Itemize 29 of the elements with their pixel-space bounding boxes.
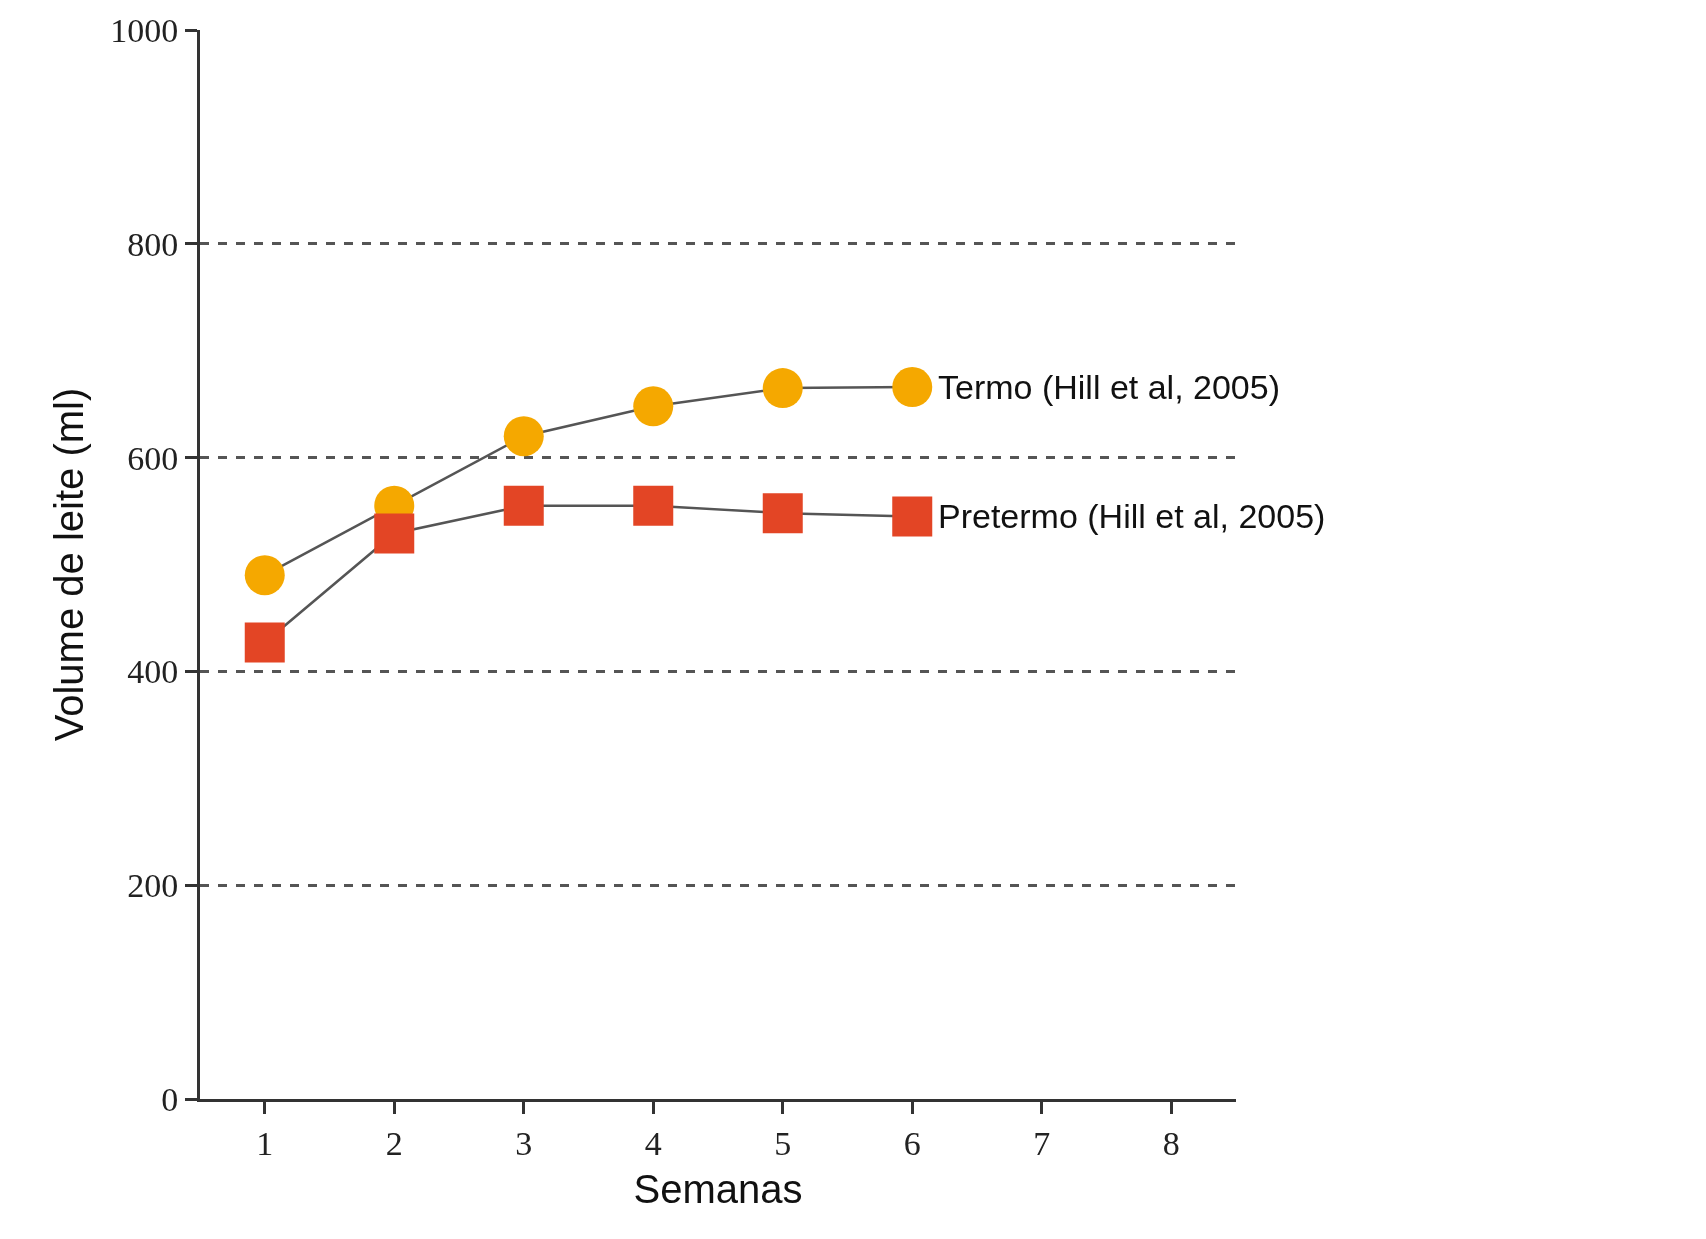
x-tick-label: 3 [515,1124,533,1162]
point [633,485,674,526]
y-axis-title: Volume de leite (ml) [46,387,91,742]
y-tick-label: 0 [161,1080,179,1118]
x-tick-label: 6 [903,1124,921,1162]
x-tick-label: 4 [644,1124,662,1162]
x-tick-label: 1 [256,1124,274,1162]
y-tick-label: 800 [127,225,179,263]
point [892,496,933,537]
point [762,493,803,534]
series-label: Pretermo (Hill et al, 2005) [938,497,1326,535]
point [892,367,933,408]
point [244,555,285,596]
point [244,622,285,663]
x-tick-label: 7 [1033,1124,1051,1162]
y-tick-label: 200 [127,867,179,905]
point [762,368,803,409]
point [374,513,415,554]
y-tick-label: 400 [127,653,179,691]
point [503,485,544,526]
y-tick-label: 1000 [110,11,179,49]
x-tick-label: 8 [1162,1124,1180,1162]
x-tick-label: 5 [774,1124,792,1162]
x-tick-label: 2 [385,1124,403,1162]
series-label: Termo (Hill et al, 2005) [938,368,1281,406]
y-tick-label: 600 [127,439,179,477]
point [503,416,544,457]
x-axis-title: Semanas [633,1167,803,1212]
point [633,386,674,427]
